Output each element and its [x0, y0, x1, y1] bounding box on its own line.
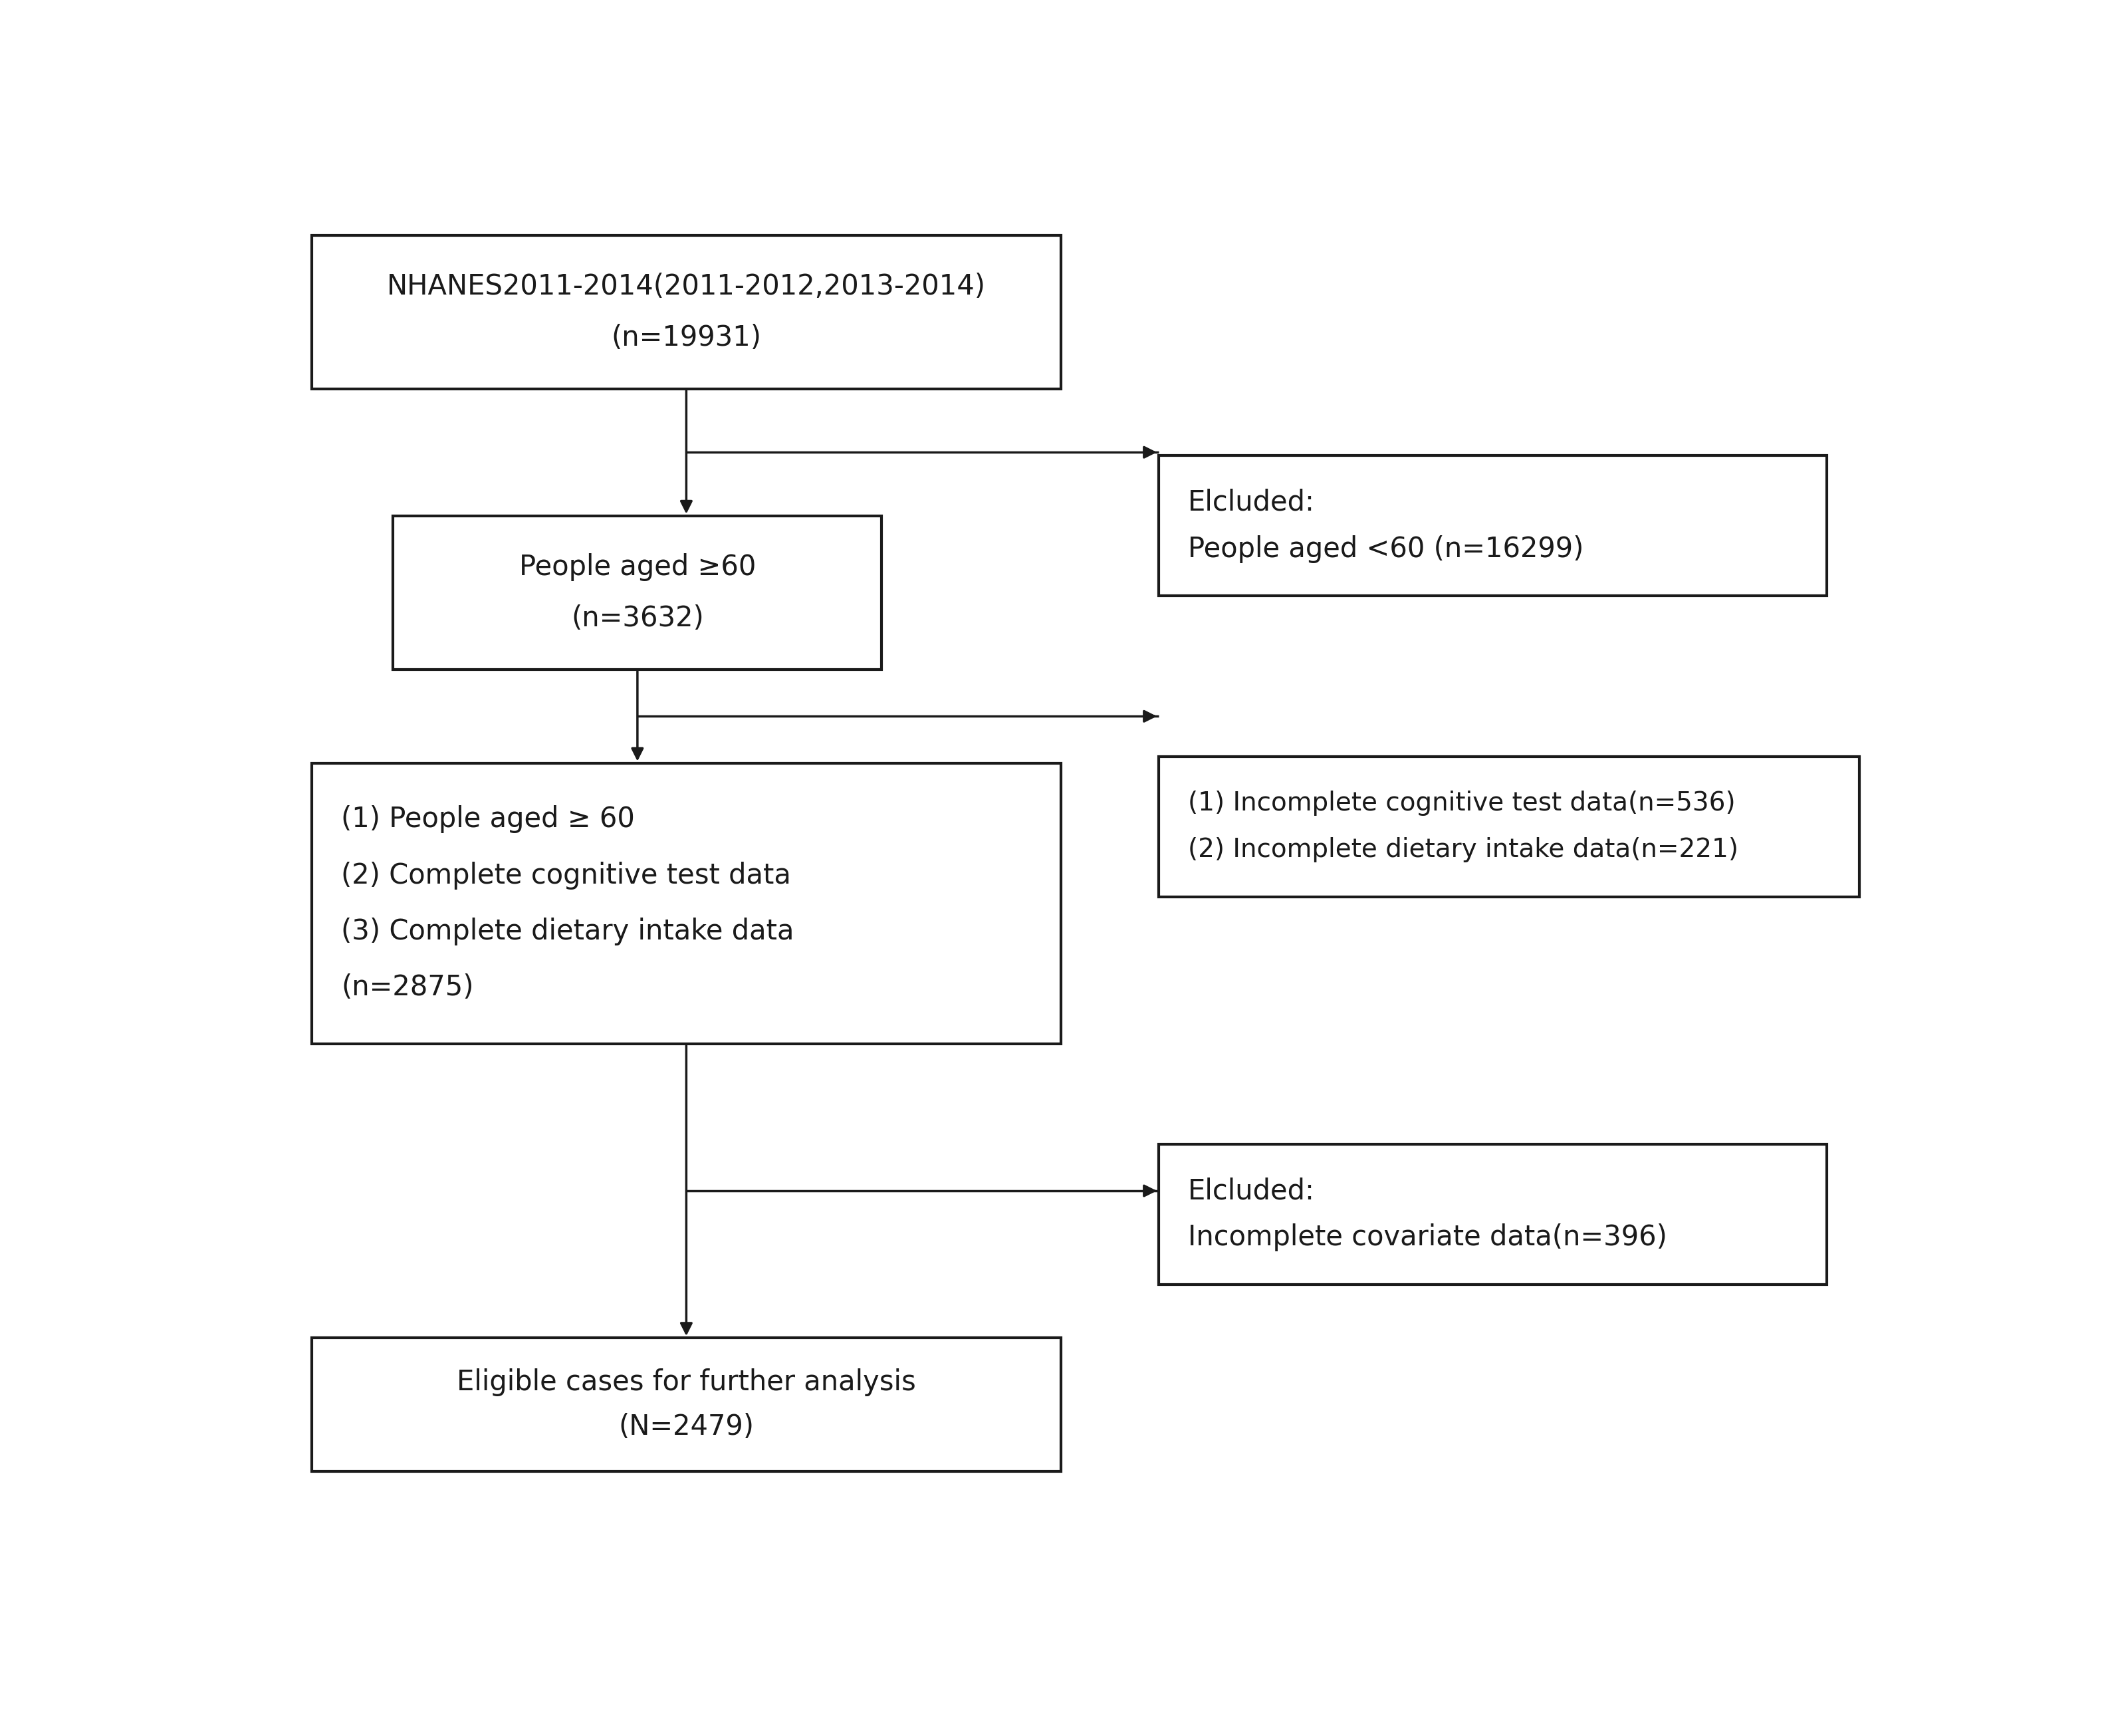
- Text: (2) Incomplete dietary intake data(n=221): (2) Incomplete dietary intake data(n=221…: [1188, 837, 1738, 863]
- Text: (n=19931): (n=19931): [612, 323, 761, 351]
- Text: (3) Complete dietary intake data: (3) Complete dietary intake data: [341, 918, 795, 946]
- Text: People aged <60 (n=16299): People aged <60 (n=16299): [1188, 535, 1583, 562]
- Text: (1) People aged ≥ 60: (1) People aged ≥ 60: [341, 806, 635, 833]
- FancyBboxPatch shape: [393, 516, 883, 670]
- Text: (n=3632): (n=3632): [572, 604, 704, 632]
- Text: People aged ≥60: People aged ≥60: [519, 554, 757, 582]
- Text: NHANES2011-2014(2011-2012,2013-2014): NHANES2011-2014(2011-2012,2013-2014): [387, 273, 986, 300]
- Text: Eligible cases for further analysis: Eligible cases for further analysis: [456, 1368, 916, 1396]
- Text: Elcluded:: Elcluded:: [1188, 488, 1316, 516]
- FancyBboxPatch shape: [1158, 455, 1827, 595]
- Text: (N=2479): (N=2479): [618, 1413, 755, 1441]
- Text: (1) Incomplete cognitive test data(n=536): (1) Incomplete cognitive test data(n=536…: [1188, 790, 1736, 816]
- FancyBboxPatch shape: [311, 234, 1062, 389]
- FancyBboxPatch shape: [311, 764, 1062, 1043]
- FancyBboxPatch shape: [1158, 1144, 1827, 1285]
- Text: Elcluded:: Elcluded:: [1188, 1177, 1316, 1205]
- FancyBboxPatch shape: [1158, 757, 1860, 898]
- FancyBboxPatch shape: [311, 1338, 1062, 1472]
- Text: (2) Complete cognitive test data: (2) Complete cognitive test data: [341, 861, 790, 889]
- Text: (n=2875): (n=2875): [341, 974, 473, 1002]
- Text: Incomplete covariate data(n=396): Incomplete covariate data(n=396): [1188, 1224, 1667, 1252]
